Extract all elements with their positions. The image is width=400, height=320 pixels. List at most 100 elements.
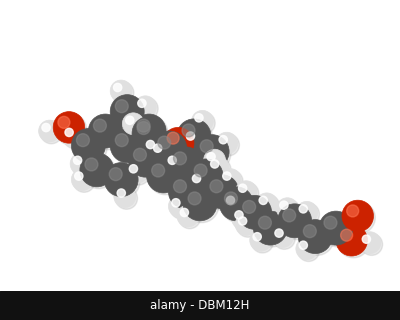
Circle shape [130, 145, 164, 179]
Circle shape [342, 200, 374, 232]
Circle shape [94, 119, 106, 132]
Circle shape [115, 100, 128, 113]
Circle shape [218, 134, 240, 156]
Circle shape [109, 168, 122, 180]
Circle shape [283, 209, 296, 222]
Circle shape [64, 127, 85, 148]
Circle shape [124, 115, 146, 137]
Circle shape [192, 174, 201, 183]
Circle shape [90, 116, 124, 150]
Circle shape [250, 229, 272, 251]
Circle shape [177, 119, 211, 153]
Circle shape [233, 209, 255, 231]
Circle shape [278, 204, 312, 238]
Circle shape [300, 221, 334, 255]
Circle shape [210, 180, 223, 193]
Circle shape [128, 143, 162, 177]
Circle shape [167, 132, 179, 144]
Circle shape [146, 140, 154, 149]
Circle shape [74, 156, 82, 164]
Circle shape [321, 213, 355, 247]
Circle shape [170, 197, 192, 219]
Circle shape [186, 132, 194, 140]
Circle shape [58, 116, 70, 128]
Circle shape [88, 114, 122, 148]
Circle shape [72, 155, 94, 177]
Circle shape [177, 205, 199, 227]
Text: alamy - DBM12H: alamy - DBM12H [150, 299, 250, 312]
Circle shape [183, 187, 217, 221]
Circle shape [158, 136, 171, 149]
Circle shape [341, 229, 353, 241]
Circle shape [296, 238, 318, 260]
Circle shape [180, 208, 188, 217]
Circle shape [192, 110, 213, 132]
Circle shape [168, 147, 202, 181]
Circle shape [220, 187, 253, 221]
Circle shape [232, 207, 253, 229]
Circle shape [207, 156, 229, 178]
Circle shape [110, 95, 144, 129]
Circle shape [253, 211, 287, 245]
Circle shape [209, 158, 231, 180]
Circle shape [189, 171, 211, 193]
Circle shape [278, 200, 300, 221]
Circle shape [188, 192, 201, 205]
Circle shape [238, 184, 247, 192]
Circle shape [129, 165, 138, 173]
Circle shape [138, 99, 146, 108]
Circle shape [126, 116, 134, 124]
Circle shape [298, 240, 320, 261]
Circle shape [252, 231, 274, 253]
Circle shape [237, 183, 259, 204]
Circle shape [238, 195, 272, 229]
Circle shape [238, 217, 247, 225]
Circle shape [296, 201, 318, 223]
Circle shape [110, 80, 132, 102]
Circle shape [237, 215, 259, 237]
Circle shape [168, 195, 190, 217]
Circle shape [225, 195, 247, 217]
Circle shape [80, 153, 114, 187]
Circle shape [39, 120, 60, 142]
Circle shape [104, 163, 138, 196]
Circle shape [226, 196, 235, 204]
Circle shape [272, 226, 294, 248]
Circle shape [359, 232, 381, 253]
Circle shape [114, 83, 122, 92]
Circle shape [338, 226, 369, 258]
Circle shape [167, 155, 188, 177]
Circle shape [274, 228, 295, 249]
Circle shape [243, 200, 256, 213]
Circle shape [206, 151, 227, 173]
Circle shape [168, 156, 176, 164]
Circle shape [179, 207, 201, 229]
Circle shape [145, 139, 167, 161]
Circle shape [117, 189, 126, 197]
Circle shape [73, 171, 95, 192]
Circle shape [298, 203, 320, 225]
Circle shape [112, 96, 146, 131]
Circle shape [65, 128, 73, 137]
Circle shape [319, 211, 353, 245]
Circle shape [193, 112, 215, 134]
Circle shape [216, 132, 238, 154]
Circle shape [71, 169, 93, 190]
Circle shape [189, 159, 223, 193]
Circle shape [174, 180, 186, 193]
Circle shape [165, 153, 187, 175]
Circle shape [223, 193, 245, 215]
Circle shape [174, 152, 186, 165]
Circle shape [42, 124, 50, 132]
Circle shape [191, 173, 213, 195]
Circle shape [280, 206, 314, 240]
Circle shape [137, 122, 150, 134]
Circle shape [219, 136, 227, 144]
Circle shape [152, 143, 174, 164]
Circle shape [115, 134, 128, 147]
Circle shape [55, 114, 86, 145]
Circle shape [168, 175, 202, 209]
Circle shape [110, 129, 144, 163]
Circle shape [255, 213, 289, 247]
Circle shape [134, 116, 168, 150]
